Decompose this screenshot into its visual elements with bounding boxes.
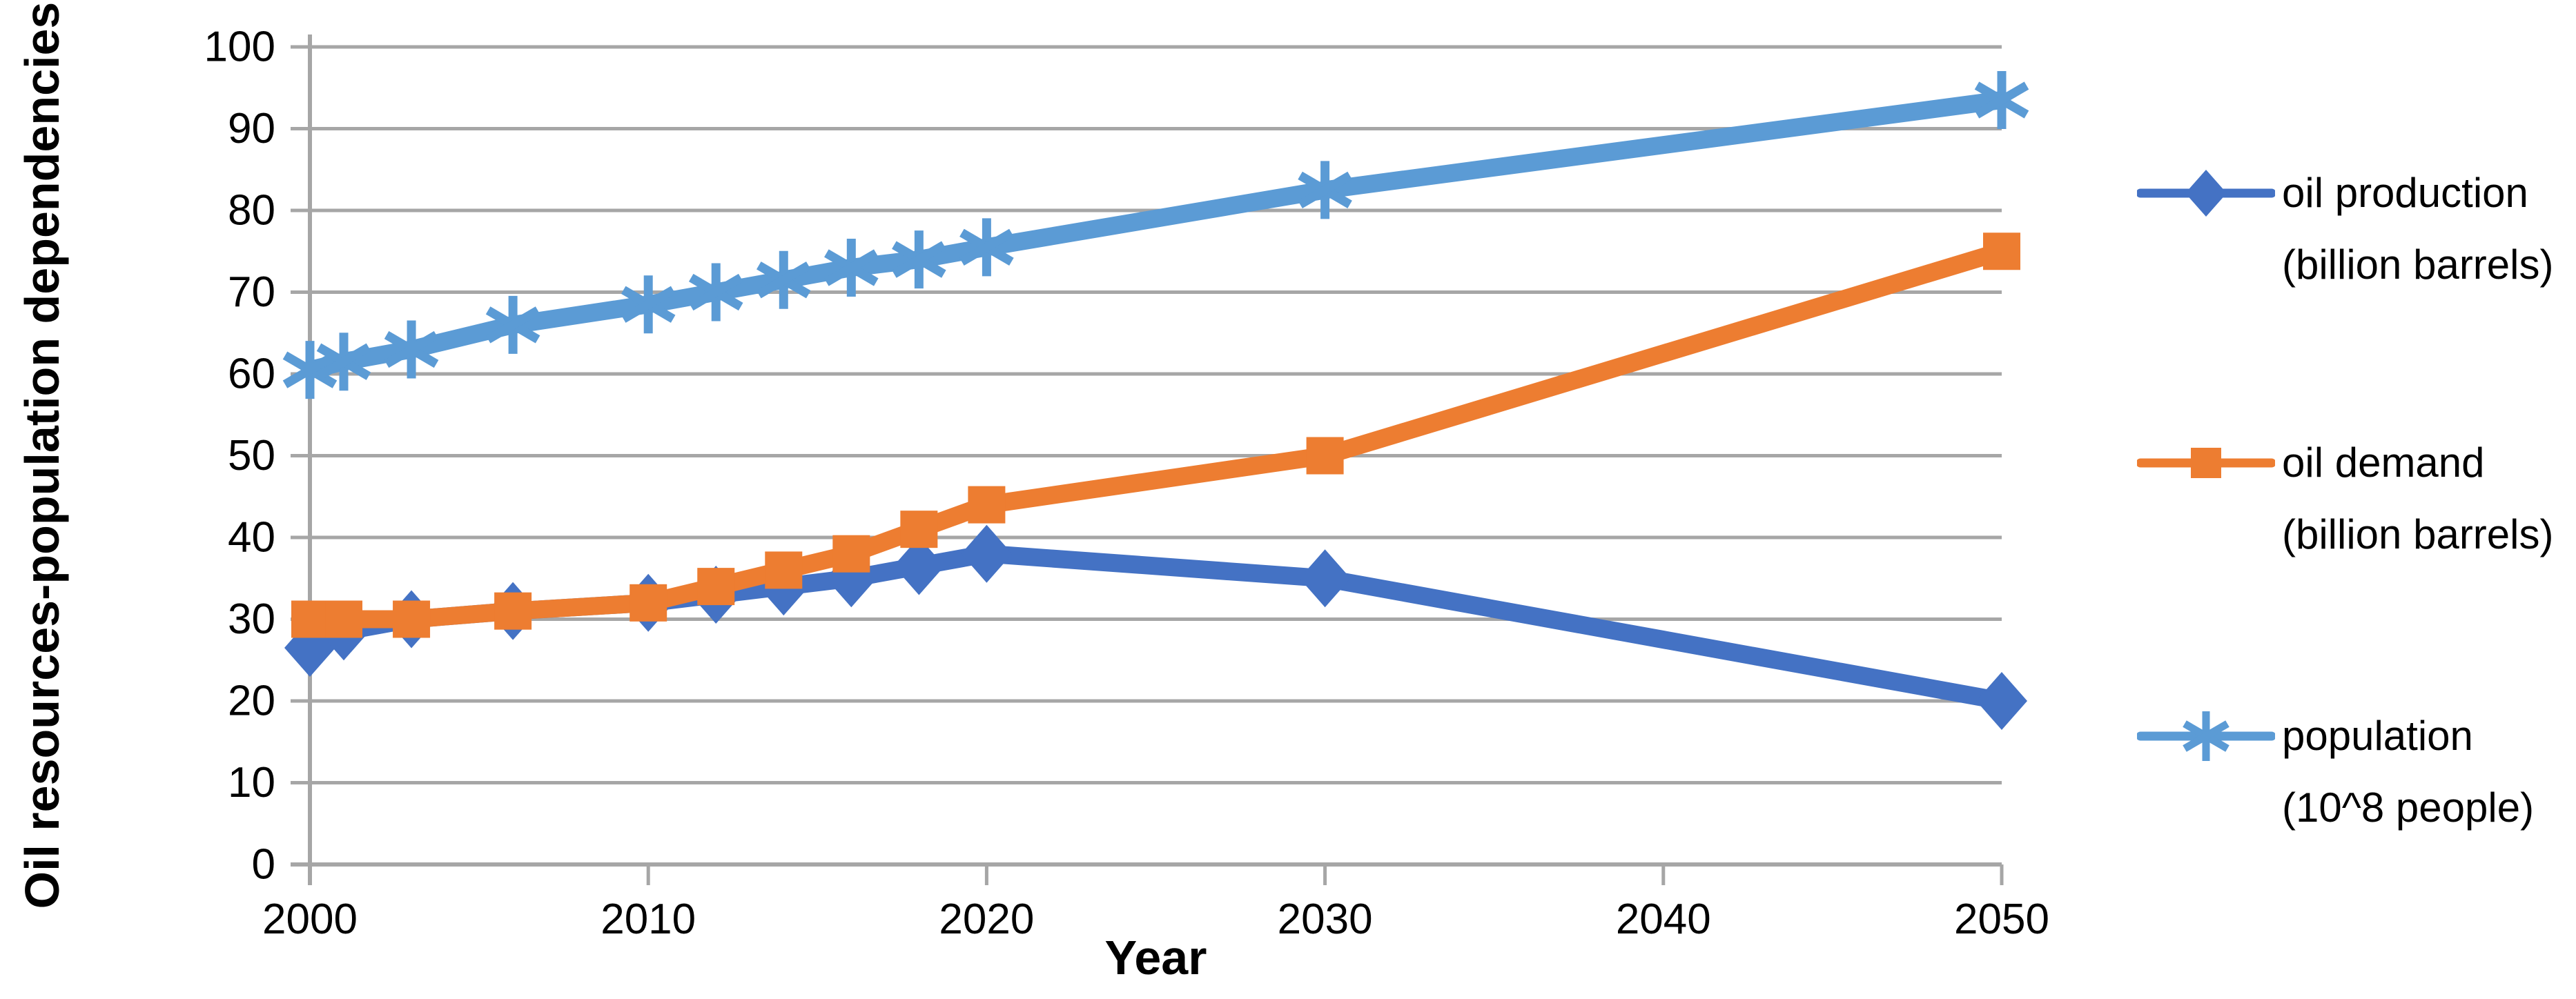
- series-oil-production: [284, 524, 2027, 730]
- oil-demand-marker-2018: [900, 511, 938, 548]
- population-108-marker-2000-spoke: [282, 351, 338, 388]
- oil-demand-marker-2050: [1983, 233, 2020, 270]
- population-108-marker-2030-spoke: [1298, 171, 1352, 208]
- legend-label-line1: oil production: [2282, 170, 2528, 216]
- y-tick-label-30: 30: [228, 595, 275, 643]
- y-tick-label-50: 50: [228, 432, 275, 479]
- legend-square-icon: [2191, 448, 2221, 478]
- series-population-108: [282, 71, 2029, 399]
- oil-demand-marker-2020: [968, 486, 1006, 524]
- population-108-marker-2020-spoke: [959, 228, 1014, 266]
- y-axis-title-line2: dependencies: [15, 1, 69, 324]
- oil-demand-legend-marker-icon: [2137, 448, 2275, 478]
- y-tick-label-60: 60: [228, 350, 275, 398]
- y-tick-label-40: 40: [228, 514, 275, 562]
- population-108-marker-2000: [282, 341, 338, 399]
- population-108-marker-2010: [621, 275, 676, 334]
- y-tick-label-0: 0: [252, 841, 275, 889]
- legend-label-oil-demand: oil demand (billion barrels): [2282, 427, 2553, 571]
- population-108-marker-2010-spoke: [621, 286, 676, 323]
- population-108-marker-2030: [1298, 161, 1352, 219]
- legend-label-line1: oil demand: [2282, 439, 2485, 486]
- oil-production-marker-2018: [893, 537, 945, 595]
- x-tick-label-2050: 2050: [1954, 896, 2049, 943]
- x-tick-label-2020: 2020: [939, 896, 1034, 943]
- legend-label-line2: (billion barrels): [2282, 511, 2554, 557]
- oil-demand-marker-2012: [697, 568, 735, 606]
- oil-production-marker-2020: [961, 524, 1013, 583]
- y-tick-label-20: 20: [228, 677, 275, 725]
- legend-label-line2: (billion barrels): [2282, 241, 2554, 288]
- oil-production-line: [301, 544, 2011, 710]
- population-108-marker-2050-spoke: [1974, 81, 2029, 119]
- x-tick-label-2030: 2030: [1278, 896, 1373, 943]
- legend: oil production (billion barrels) oil dem…: [2137, 0, 2576, 999]
- legend-label-oil-production: oil production (billion barrels): [2282, 157, 2553, 301]
- legend-entry-population: population (10^8 people): [2137, 700, 2534, 844]
- population-108-marker-2003: [384, 320, 439, 379]
- oil-production-marker-2050: [1976, 672, 2027, 730]
- population-108-marker-2001-spoke: [316, 343, 371, 380]
- legend-entry-oil-production: oil production (billion barrels): [2137, 157, 2553, 301]
- population-108-marker-2006: [485, 295, 540, 354]
- population-108-marker-2003-spoke: [384, 330, 439, 368]
- population-108-marker-2016: [824, 238, 879, 297]
- oil-demand-marker-2014: [765, 551, 803, 589]
- y-tick-label-10: 10: [228, 759, 275, 807]
- population-108-marker-2014-spoke: [757, 261, 811, 299]
- oil-demand-marker-2030: [1306, 437, 1344, 475]
- y-axis-title: Oil resources-population dependencies: [12, 0, 133, 955]
- population-108-marker-2006-spoke: [485, 306, 540, 344]
- population-108-marker-2012-spoke: [688, 273, 743, 311]
- legend-label-population: population (10^8 people): [2282, 700, 2534, 844]
- oil-demand-marker-2003: [393, 600, 431, 638]
- oil-demand-marker-2001: [325, 600, 363, 638]
- population-108-marker-2020: [959, 218, 1014, 277]
- y-tick-label-70: 70: [228, 268, 275, 316]
- legend-label-line2: (10^8 people): [2282, 784, 2535, 831]
- y-axis-title-line1: Oil resources-population: [15, 337, 69, 909]
- y-tick-label-100: 100: [204, 23, 275, 71]
- series-oil-demand: [291, 233, 2020, 638]
- legend-asterisk-icon: [2183, 711, 2229, 761]
- oil-production-legend-marker-icon: [2137, 170, 2275, 217]
- legend-label-line1: population: [2282, 713, 2473, 759]
- x-tick-label-2040: 2040: [1616, 896, 1711, 943]
- population-108-marker-2018: [892, 230, 946, 289]
- population-108-marker-2012: [688, 263, 743, 322]
- population-legend-marker-icon: [2137, 711, 2275, 761]
- oil-demand-marker-2000: [291, 600, 329, 638]
- population-108-marker-2016-spoke: [824, 249, 879, 286]
- population-108-marker-2050: [1974, 71, 2029, 130]
- legend-asterisk-spoke: [2183, 720, 2229, 752]
- x-tick-label-2000: 2000: [262, 896, 358, 943]
- oil-demand-marker-2016: [832, 535, 870, 573]
- population-108-marker-2001: [316, 333, 371, 391]
- legend-diamond-icon: [2185, 170, 2227, 217]
- x-tick-label-2010: 2010: [601, 896, 696, 943]
- population-108-marker-2014: [757, 250, 811, 309]
- oil-demand-marker-2010: [630, 584, 667, 622]
- x-axis-title: Year: [1104, 931, 1207, 985]
- oil-production-marker-2030: [1299, 549, 1351, 608]
- legend-entry-oil-demand: oil demand (billion barrels): [2137, 427, 2553, 571]
- oil-demand-marker-2006: [494, 592, 532, 630]
- y-tick-label-80: 80: [228, 187, 275, 235]
- y-tick-label-90: 90: [228, 105, 275, 152]
- population-108-marker-2018-spoke: [892, 241, 946, 278]
